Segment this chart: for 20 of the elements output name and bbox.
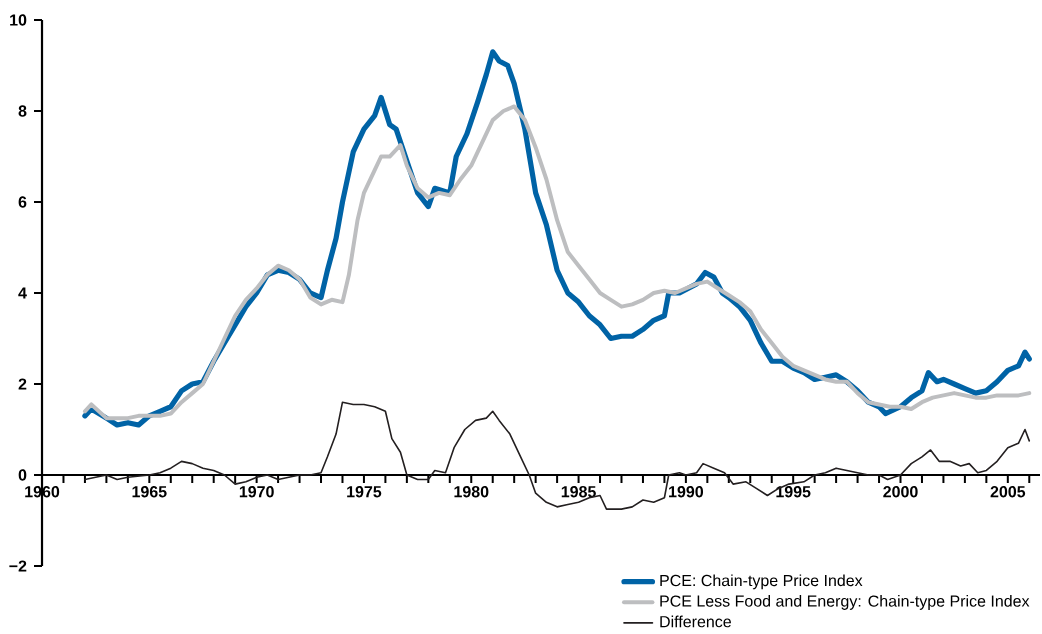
x-tick-label: 2000 [883,486,918,498]
x-tick-label: 2005 [990,486,1026,498]
x-tick-label: 1970 [239,486,274,498]
x-tick-label: 1995 [776,486,811,498]
x-tick-label: 1975 [347,486,382,498]
y-tick-label: 0 [18,469,27,481]
x-tick-label: 1980 [454,486,489,498]
y-tick-label: 8 [18,105,27,117]
y-tick-label: 2 [18,378,27,390]
x-tick-label: 1965 [132,486,167,498]
x-tick-label: 1990 [669,486,704,498]
legend-label: PCE: Chain-type Price Index [660,574,863,590]
line-series [84,401,1031,510]
y-tick-label: −2 [9,560,27,572]
y-tick-label: 6 [18,196,27,208]
legend-label: PCE Less Food and Energy: Chain-type Price Index [660,594,1030,610]
y-tick-label: 10 [10,14,27,26]
y-tick-label: 4 [18,287,27,299]
legend-label: Difference [660,615,731,628]
x-tick-label: 1985 [561,486,596,498]
